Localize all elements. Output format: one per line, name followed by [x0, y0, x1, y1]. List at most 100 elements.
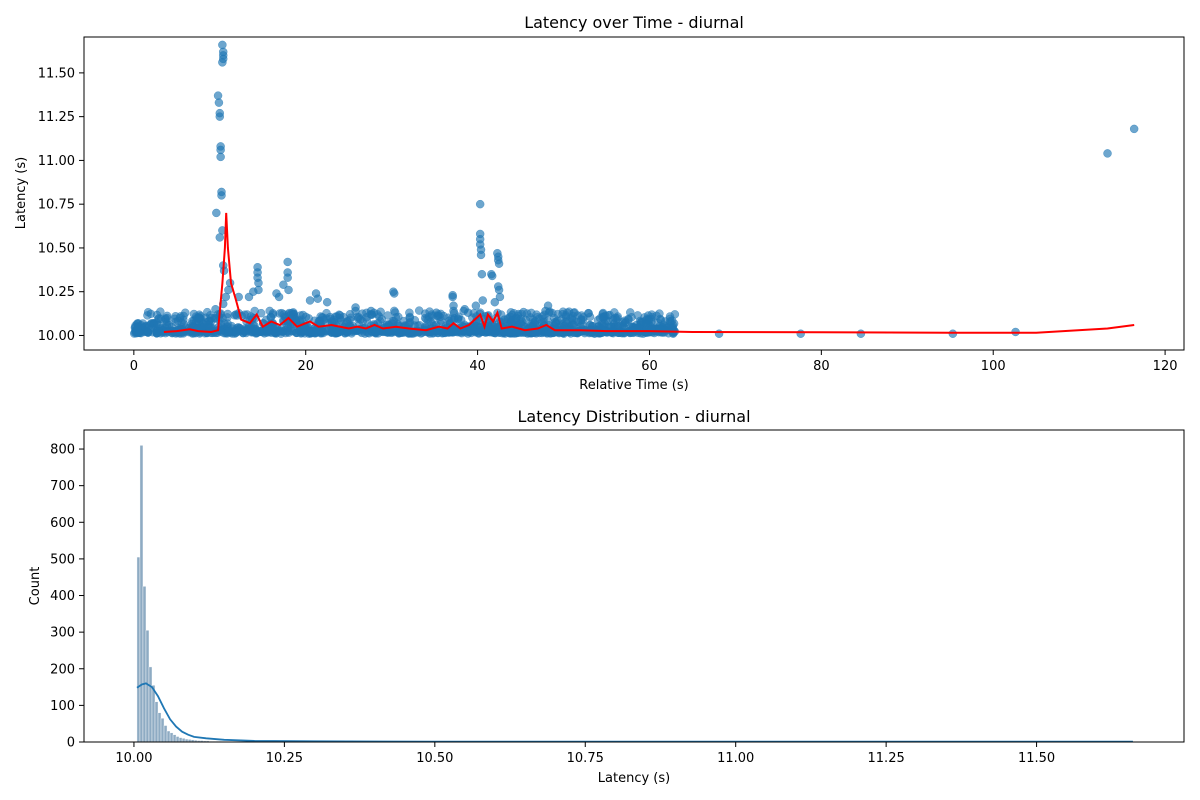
- histogram-bar: [169, 732, 174, 743]
- latency-point: [530, 317, 540, 326]
- histogram-y-tick-label: 800: [50, 443, 75, 458]
- latency-point: [495, 292, 505, 302]
- latency-point: [660, 325, 670, 335]
- latency-point: [143, 311, 152, 320]
- latency-point: [670, 310, 680, 319]
- latency-point: [286, 323, 295, 333]
- latency-point: [432, 311, 442, 321]
- histogram-x-label: Latency (s): [598, 771, 670, 786]
- latency-point: [152, 329, 161, 338]
- scatter-x-tick-label: 80: [813, 359, 830, 374]
- scatter-y-tick-label: 11.25: [38, 110, 75, 125]
- latency-point: [162, 311, 172, 321]
- latency-point: [641, 318, 651, 328]
- latency-point: [494, 285, 504, 295]
- latency-point: [189, 309, 199, 319]
- scatter-x-tick-label: 20: [297, 359, 314, 374]
- latency-point: [475, 199, 485, 209]
- scatter-plot-frame: [83, 36, 1185, 351]
- histogram-bar: [175, 736, 180, 743]
- histogram-y-tick-label: 600: [50, 516, 75, 531]
- histogram-bar: [136, 556, 141, 743]
- scatter-points: [129, 40, 1139, 338]
- kde-line: [136, 682, 1133, 743]
- scatter-x-tick-label: 40: [469, 359, 486, 374]
- histogram-x-tick-label: 11.50: [1018, 751, 1055, 766]
- histogram-bar: [166, 730, 171, 743]
- histogram-x-tick-label: 10.75: [567, 751, 604, 766]
- latency-point: [1103, 149, 1112, 158]
- latency-point: [561, 312, 571, 321]
- latency-point: [466, 326, 475, 336]
- scatter-y-tick-label: 11.50: [38, 66, 75, 81]
- histogram-x-tick-label: 10.25: [266, 751, 303, 766]
- latency-point: [333, 328, 342, 338]
- scatter-y-tick-label: 10.75: [38, 198, 75, 213]
- latency-point: [415, 321, 424, 330]
- latency-point: [133, 322, 143, 331]
- latency-point: [218, 58, 227, 67]
- latency-point: [283, 273, 292, 282]
- latency-point: [298, 310, 308, 320]
- kde-path: [136, 682, 1133, 743]
- latency-point: [487, 271, 497, 281]
- latency-point: [215, 112, 225, 121]
- latency-point: [181, 308, 190, 318]
- latency-point: [218, 40, 227, 50]
- latency-point: [211, 304, 220, 314]
- latency-point: [394, 329, 404, 338]
- latency-point: [343, 317, 352, 326]
- latency-point: [477, 269, 487, 279]
- histogram-plot-frame: [83, 429, 1185, 743]
- histogram-y-tick-label: 400: [50, 589, 75, 604]
- latency-point: [483, 327, 493, 336]
- histogram-bar: [151, 685, 156, 743]
- histogram-bar: [139, 445, 144, 743]
- histogram-bar: [163, 725, 168, 743]
- scatter-x-tick-label: 120: [1153, 359, 1178, 374]
- latency-point: [714, 329, 724, 338]
- scatter-x-label: Relative Time (s): [579, 378, 688, 393]
- latency-point: [244, 292, 254, 302]
- latency-point: [254, 285, 263, 295]
- latency-point: [593, 322, 603, 331]
- latency-point: [283, 257, 292, 267]
- histogram-x-tick-label: 11.00: [717, 751, 754, 766]
- histogram-y-tick-label: 700: [50, 479, 75, 494]
- latency-point: [627, 313, 636, 322]
- scatter-x-tick-label: 100: [981, 359, 1006, 374]
- latency-point: [214, 98, 224, 107]
- latency-point: [374, 312, 384, 321]
- histogram-y-tick-label: 0: [67, 736, 75, 751]
- latency-point: [948, 329, 958, 338]
- latency-point: [389, 289, 399, 298]
- latency-point: [371, 326, 381, 336]
- latency-point: [1129, 124, 1139, 134]
- latency-point: [463, 308, 473, 317]
- latency-point: [284, 285, 293, 295]
- latency-point: [270, 324, 280, 333]
- scatter-y-tick-label: 10.50: [38, 241, 75, 256]
- latency-point: [305, 296, 315, 305]
- latency-point: [490, 297, 500, 307]
- histogram-bar: [178, 737, 183, 743]
- latency-point: [856, 329, 866, 338]
- latency-point: [216, 152, 225, 162]
- rolling-mean-line: [163, 212, 1135, 334]
- scatter-x-tick-label: 60: [641, 359, 658, 374]
- latency-point: [494, 259, 504, 268]
- scatter-y-tick-label: 10.25: [38, 285, 75, 300]
- histogram-bar: [172, 734, 177, 743]
- latency-point: [598, 309, 608, 319]
- latency-point: [606, 322, 616, 331]
- latency-point: [212, 208, 221, 218]
- latency-point: [478, 296, 487, 305]
- histogram-bar: [181, 738, 186, 743]
- latency-point: [250, 306, 259, 316]
- histogram-x-tick-label: 10.00: [115, 751, 152, 766]
- scatter-y-ticks: 10.00 10.25 10.50 10.75 11.00 11.25 11.50: [38, 66, 84, 344]
- histogram-bar: [154, 701, 159, 743]
- latency-point: [263, 327, 272, 336]
- latency-point: [655, 314, 665, 324]
- latency-point: [544, 308, 554, 317]
